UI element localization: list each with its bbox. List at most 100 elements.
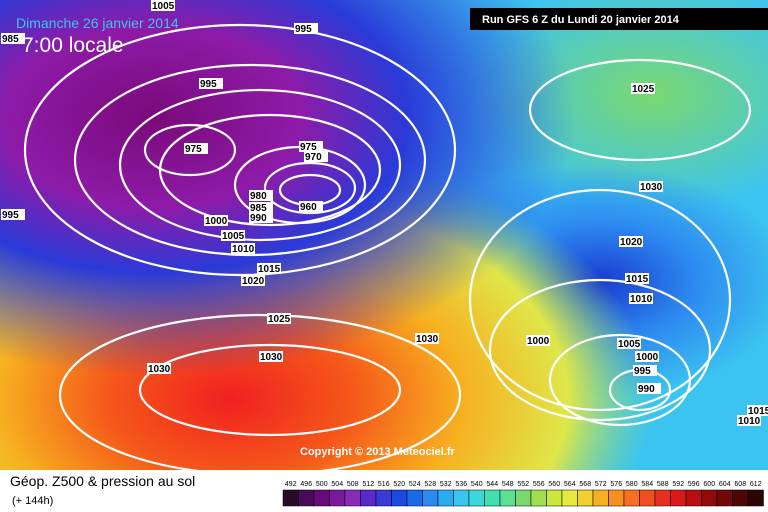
colorbar-cell <box>468 489 485 507</box>
colorbar-label: 568 <box>579 481 591 488</box>
isobar-label: 1030 <box>416 334 439 345</box>
label-bg <box>249 212 273 223</box>
isobar-label: 1005 <box>618 339 641 350</box>
isobar-label: 995 <box>2 210 19 221</box>
isobar-label: 1000 <box>527 336 550 347</box>
label-bg <box>199 78 223 89</box>
colorbar-cell <box>391 489 408 507</box>
colorbar-label: 512 <box>362 481 374 488</box>
label-bg <box>625 273 649 284</box>
colorbar-label: 496 <box>300 481 312 488</box>
colorbar-label: 600 <box>703 481 715 488</box>
colorbar-label: 584 <box>641 481 653 488</box>
label-bg <box>631 83 655 94</box>
colorbar-label: 604 <box>719 481 731 488</box>
colorbar-label: 564 <box>564 481 576 488</box>
label-bg <box>151 0 175 11</box>
label-bg <box>147 363 171 374</box>
colorbar-cell <box>685 489 702 507</box>
colorbar-cell <box>670 489 687 507</box>
colorbar-label: 556 <box>533 481 545 488</box>
colorbar-cell <box>701 489 718 507</box>
colorbar-cell <box>313 489 330 507</box>
label-bg <box>617 338 641 349</box>
label-bg <box>257 263 281 274</box>
colorbar-cell <box>499 489 516 507</box>
label-bg <box>299 201 323 212</box>
isobar-label: 1010 <box>232 244 255 255</box>
isobar-label: 985 <box>250 203 267 214</box>
colorbar-cell <box>515 489 532 507</box>
colorbar-label: 596 <box>688 481 700 488</box>
colorbar-cell <box>732 489 749 507</box>
label-bg <box>221 230 245 241</box>
colorbar-cell <box>530 489 547 507</box>
run: Run GFS 6 Z du Lundi 20 janvier 2014 <box>482 14 680 26</box>
label-bg <box>304 151 328 162</box>
colorbar-label: 560 <box>548 481 560 488</box>
label-bg <box>294 23 318 34</box>
isobar-label: 995 <box>200 79 217 90</box>
isobar-label: 995 <box>634 366 651 377</box>
colorbar-label: 524 <box>409 481 421 488</box>
colorbar-label: 608 <box>734 481 746 488</box>
colorbar-label: 516 <box>378 481 390 488</box>
colorbar-label: 520 <box>393 481 405 488</box>
colorbar-cell <box>406 489 423 507</box>
label-bg <box>231 243 255 254</box>
colorbar-cell <box>561 489 578 507</box>
date: Dimanche 26 janvier 2014 <box>16 15 179 31</box>
colorbar-label: 588 <box>657 481 669 488</box>
colorbar-label: 552 <box>517 481 529 488</box>
isobar-label: 1000 <box>636 352 659 363</box>
colorbar-label: 580 <box>626 481 638 488</box>
colorbar-cell <box>639 489 656 507</box>
colorbar-cell <box>592 489 609 507</box>
colorbar-cell <box>716 489 733 507</box>
label-bg <box>259 351 283 362</box>
colorbar-cell <box>654 489 671 507</box>
label-bg <box>737 415 761 426</box>
colorbar-cell <box>484 489 501 507</box>
isobar-label: 1020 <box>242 276 265 287</box>
colorbar-label: 592 <box>672 481 684 488</box>
colorbar-label: 532 <box>440 481 452 488</box>
label-bg <box>635 351 659 362</box>
isobars <box>23 23 752 477</box>
colorbar-label: 528 <box>424 481 436 488</box>
colorbar-cell <box>437 489 454 507</box>
label-bg <box>249 202 273 213</box>
label-bg <box>415 333 439 344</box>
colorbar-cell <box>422 489 439 507</box>
colorbar-cell <box>375 489 392 507</box>
isobar-label: 970 <box>305 152 322 163</box>
colorbar-label: 500 <box>316 481 328 488</box>
label-bg <box>633 365 657 376</box>
isobar-label: 980 <box>250 191 267 202</box>
colorbar-label: 492 <box>285 481 297 488</box>
label-bg <box>637 383 661 394</box>
colorbar-label: 612 <box>750 481 762 488</box>
isobar-label: 1000 <box>205 216 228 227</box>
colorbar: 492 496 500 504 508 512 516 520 524 528 532 536 540 5… <box>282 481 764 507</box>
label-bg <box>249 190 273 201</box>
colorbar-cell <box>608 489 625 507</box>
isobar-label: 1015 <box>626 274 649 285</box>
time: 7:00 locale <box>22 34 124 57</box>
colorbar-cell <box>329 489 346 507</box>
isobar-label: 1015 <box>258 264 281 275</box>
label-bg <box>747 405 768 416</box>
isobar-label: 1005 <box>152 1 175 12</box>
label-bg <box>241 275 265 286</box>
label-bg <box>629 293 653 304</box>
lead-time: (+ 144h) <box>12 495 53 507</box>
isobar-label: 975 <box>300 142 317 153</box>
colorbar-cell <box>453 489 470 507</box>
isobar-label: 995 <box>295 24 312 35</box>
isobar-label: 975 <box>185 144 202 155</box>
label-bg <box>299 141 323 152</box>
colorbar-label: 504 <box>331 481 343 488</box>
label-bg <box>204 215 228 226</box>
